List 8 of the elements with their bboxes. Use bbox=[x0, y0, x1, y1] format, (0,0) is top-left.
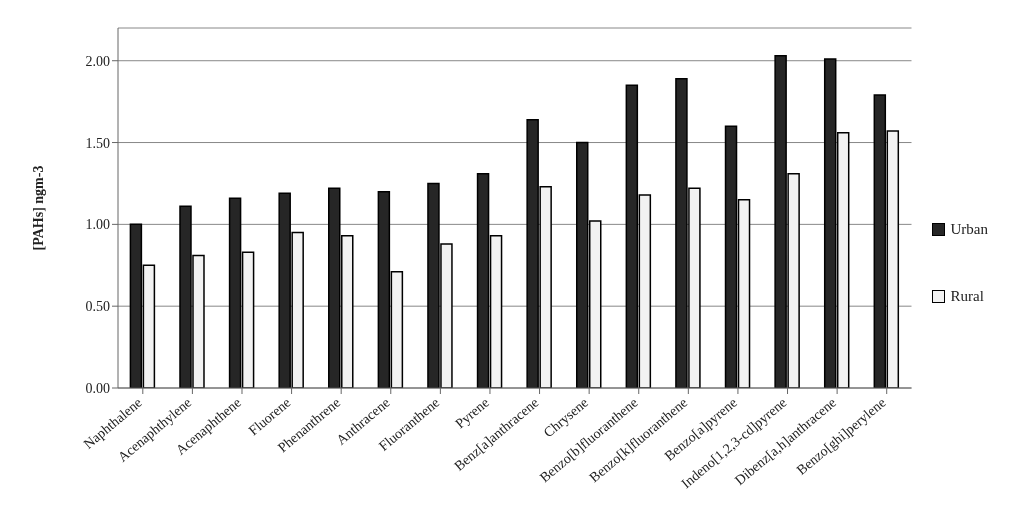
y-tick-label: 0.50 bbox=[85, 299, 110, 315]
y-tick-label: 0.00 bbox=[85, 380, 110, 396]
y-tick-label: 1.50 bbox=[85, 135, 110, 151]
y-axis-title: [PAHs] ngm-3 bbox=[30, 165, 46, 251]
y-tick-label: 1.00 bbox=[85, 217, 110, 233]
y-tick-label: 2.00 bbox=[85, 53, 110, 69]
legend-label: Rural bbox=[950, 288, 984, 305]
legend-label: Urban bbox=[950, 221, 988, 238]
